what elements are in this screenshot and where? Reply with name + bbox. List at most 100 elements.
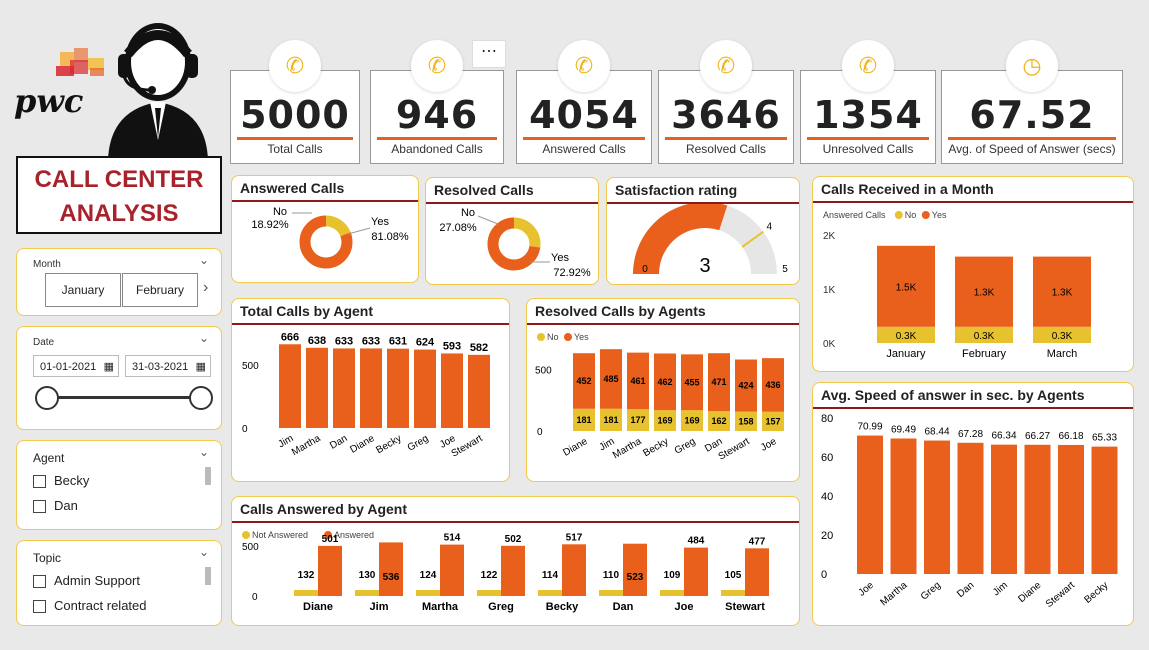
data-label: 69.49 xyxy=(891,424,916,435)
data-label: 70.99 xyxy=(857,422,882,433)
data-label: 66.34 xyxy=(991,431,1016,442)
calendar-icon[interactable]: ▦ xyxy=(195,361,206,373)
leader-line xyxy=(477,215,499,225)
x-tick-label: Dan xyxy=(328,433,349,452)
data-label: 105 xyxy=(725,570,742,581)
slice-label: No xyxy=(273,206,287,218)
satisfaction-gauge: 3 0 5 4 xyxy=(633,204,788,277)
x-tick-label: Diane xyxy=(348,433,377,456)
legend-marker xyxy=(921,211,930,219)
bar-segment-yes xyxy=(708,353,730,412)
bar-not-answered xyxy=(416,590,440,596)
legend-marker xyxy=(242,531,250,539)
bar-segment-no xyxy=(877,326,935,343)
chevron-down-icon[interactable]: ⌄ xyxy=(198,445,209,459)
date-range-handle-start[interactable] xyxy=(35,386,59,410)
x-tick-label: Becky xyxy=(374,433,403,456)
gauge-target xyxy=(741,230,764,248)
data-label: 81.08% xyxy=(371,231,409,243)
x-tick-label: Stewart xyxy=(450,433,485,460)
x-tick-label: Greg xyxy=(406,433,431,454)
legend-marker xyxy=(894,211,903,219)
data-label: 536 xyxy=(383,572,400,583)
resolved-calls-card: Resolved Calls No 27.08% Yes 72.92% xyxy=(425,177,599,285)
y-tick-label: 40 xyxy=(821,491,833,503)
bar-answered xyxy=(562,544,586,596)
bar-segment-yes xyxy=(955,256,1013,327)
phone-x-icon: ✆ xyxy=(842,40,894,92)
chart-title: Satisfaction rating xyxy=(615,182,738,198)
kpi-underline xyxy=(665,137,787,140)
gauge-min-label: 0 xyxy=(642,264,648,275)
x-tick-label: Becky xyxy=(546,601,579,613)
data-label: 132 xyxy=(298,570,315,581)
gauge-value: 3 xyxy=(699,255,710,277)
visual-header-more[interactable]: ⋯ xyxy=(472,40,506,68)
legend-label: No xyxy=(547,332,559,342)
answered-calls-card: Answered Calls No 18.92% Yes 81.08% xyxy=(231,175,419,283)
chevron-right-icon[interactable]: › xyxy=(203,279,209,296)
total-calls-by-agent-chart: 0500666Jim638Martha633Dan633Diane631Beck… xyxy=(242,331,490,460)
donut-slice-yes xyxy=(487,217,541,271)
gauge-target-label: 4 xyxy=(766,222,772,233)
x-tick-label: Stewart xyxy=(1044,580,1077,610)
x-tick-label: January xyxy=(886,348,926,360)
bar-segment-yes xyxy=(1033,256,1091,327)
chevron-down-icon[interactable]: ⌄ xyxy=(198,545,209,559)
month-button-february[interactable]: February xyxy=(122,273,198,307)
checkbox[interactable] xyxy=(33,500,46,514)
kpi-underline xyxy=(237,137,353,140)
bar xyxy=(468,354,490,428)
title-line-1: CALL CENTER xyxy=(34,166,204,193)
date-start-input[interactable]: 01-01-2021 ▦ xyxy=(33,355,119,377)
data-label: 0.3K xyxy=(974,331,995,342)
calendar-icon[interactable]: ▦ xyxy=(103,361,114,373)
checkbox[interactable] xyxy=(33,600,46,614)
scrollbar[interactable] xyxy=(205,467,211,485)
bar-not-answered xyxy=(538,590,562,596)
chart-title: Resolved Calls xyxy=(434,182,534,198)
agent-item-dan[interactable]: Dan xyxy=(33,498,78,514)
kpi-label: Total Calls xyxy=(267,142,323,156)
topic-item-admin[interactable]: Admin Support xyxy=(33,573,140,589)
checkbox[interactable] xyxy=(33,575,46,589)
data-label: 162 xyxy=(711,416,726,426)
bar xyxy=(360,348,382,428)
kpi-label: Avg. of Speed of Answer (secs) xyxy=(948,142,1116,156)
agent-item-becky[interactable]: Becky xyxy=(33,473,90,489)
data-label: 122 xyxy=(481,570,498,581)
agent-item-label: Becky xyxy=(54,473,90,488)
checkbox[interactable] xyxy=(33,475,46,489)
data-label: 582 xyxy=(470,342,488,354)
bar-segment-no xyxy=(654,410,676,431)
chevron-down-icon[interactable]: ⌄ xyxy=(198,253,209,267)
bar-answered xyxy=(379,542,403,596)
date-end-input[interactable]: 31-03-2021 ▦ xyxy=(125,355,211,377)
x-tick-label: Joe xyxy=(759,436,779,454)
bar xyxy=(306,347,328,428)
y-tick-label: 80 xyxy=(821,413,833,425)
month-slicer: Month ⌄ January February › xyxy=(16,248,222,316)
bar-not-answered xyxy=(660,590,684,596)
bar xyxy=(414,349,436,428)
bar-segment-no xyxy=(955,326,1013,343)
chart-title: Avg. Speed of answer in sec. by Agents xyxy=(821,387,1085,403)
y-tick-label: 2K xyxy=(823,231,836,242)
scrollbar[interactable] xyxy=(205,567,211,585)
date-range-handle-end[interactable] xyxy=(189,386,213,410)
bar xyxy=(1024,444,1051,574)
bar-segment-yes xyxy=(735,359,757,412)
x-tick-label: Joe xyxy=(675,601,694,613)
topic-item-contract[interactable]: Contract related xyxy=(33,598,147,614)
data-label: 177 xyxy=(630,415,645,425)
data-label: 633 xyxy=(335,335,353,347)
date-slicer-label: Date xyxy=(33,337,55,348)
kpi-value: 946 xyxy=(395,93,479,137)
bar-answered xyxy=(440,544,464,596)
month-button-january[interactable]: January xyxy=(45,273,121,307)
x-tick-label: Becky xyxy=(1082,580,1110,606)
resolved-calls-donut: No 27.08% Yes 72.92% xyxy=(439,207,591,279)
chevron-down-icon[interactable]: ⌄ xyxy=(198,331,209,345)
data-label: 462 xyxy=(657,377,672,387)
